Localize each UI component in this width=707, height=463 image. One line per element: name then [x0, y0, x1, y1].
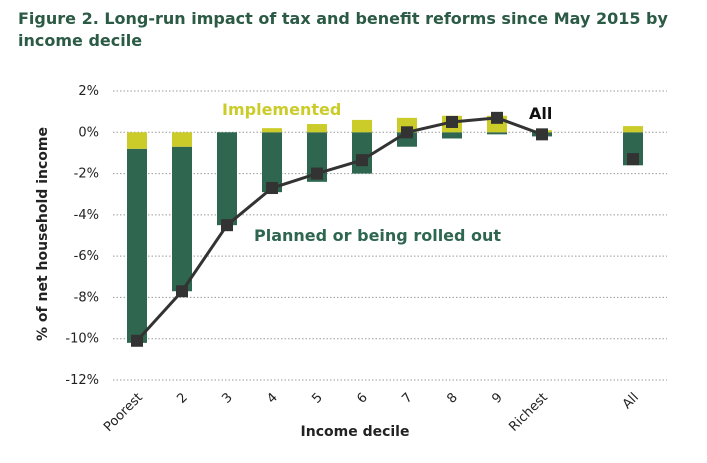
x-tick-label: 5	[309, 390, 325, 406]
x-tick-label: 2	[174, 390, 190, 406]
bar-planned	[262, 132, 282, 193]
y-tick-label: -10%	[65, 332, 99, 347]
bar-implemented	[352, 119, 372, 133]
all-marker	[311, 167, 323, 180]
all-marker	[401, 126, 413, 139]
all-marker	[266, 182, 278, 195]
annotation-all: All	[529, 104, 552, 123]
y-axis-ticks: 2% 0% -2% -4% -6% -8% -10% -12%	[65, 84, 99, 388]
bar-planned	[172, 146, 192, 292]
y-tick-label: 0%	[78, 125, 99, 140]
bar-planned	[352, 132, 372, 174]
y-tick-label: -4%	[74, 208, 99, 223]
all-marker	[446, 115, 458, 128]
y-axis-title: % of net household income	[35, 127, 51, 341]
bar-planned	[442, 132, 462, 139]
x-tick-label: 9	[489, 390, 505, 406]
chart-title: Figure 2. Long-run impact of tax and ben…	[18, 9, 668, 50]
all-marker	[176, 285, 188, 298]
all-marker	[356, 154, 368, 167]
y-tick-label: -12%	[65, 373, 99, 388]
bar-implemented	[172, 132, 192, 147]
all-marker	[491, 111, 503, 124]
all-markers	[131, 111, 639, 347]
bar-implemented	[623, 126, 643, 133]
x-tick-label: All	[620, 390, 642, 412]
all-marker	[221, 219, 233, 232]
y-tick-label: -2%	[74, 167, 99, 182]
x-tick-label: 3	[219, 390, 235, 406]
bar-planned	[127, 148, 147, 343]
x-tick-label: 6	[354, 390, 370, 406]
all-marker	[627, 153, 639, 166]
y-tick-label: 2%	[78, 84, 99, 99]
bar-planned	[487, 132, 507, 135]
all-marker	[536, 128, 548, 141]
y-tick-label: -8%	[74, 290, 99, 305]
x-tick-label: 8	[444, 390, 460, 406]
all-line	[135, 116, 543, 342]
x-axis-title: Income decile	[301, 424, 410, 440]
x-tick-label: Poorest	[101, 390, 146, 435]
all-marker	[131, 334, 143, 347]
x-tick-label: Richest	[506, 390, 550, 434]
annotation-implemented: Implemented	[222, 100, 341, 119]
x-tick-label: 4	[264, 390, 280, 406]
annotation-planned: Planned or being rolled out	[254, 226, 501, 245]
bar-implemented	[262, 128, 282, 133]
x-tick-label: 7	[399, 390, 415, 406]
bar-implemented	[307, 124, 327, 133]
bars	[127, 115, 643, 343]
bar-planned	[217, 132, 237, 226]
all-series-line	[135, 116, 543, 342]
bar-implemented	[127, 132, 147, 149]
y-tick-label: -6%	[74, 249, 99, 264]
